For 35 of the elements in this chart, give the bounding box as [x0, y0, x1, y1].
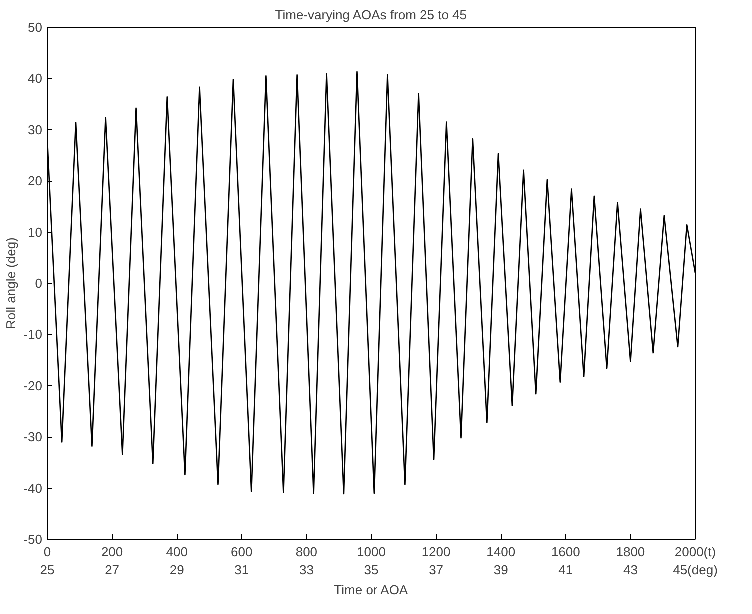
y-tick-label: -10 [24, 327, 43, 342]
x2-tick-label: 45(deg) [673, 562, 718, 578]
y-tick-label: 30 [28, 122, 43, 138]
x-tick-label: 800 [296, 544, 318, 560]
x-tick-label: 1200 [422, 544, 451, 560]
y-tick-label: 40 [28, 71, 43, 86]
y-tick-label: -20 [24, 378, 43, 394]
x-tick-label: 1800 [616, 544, 646, 560]
x2-tick-label: 31 [234, 562, 250, 578]
y-tick-label: -50 [24, 532, 43, 547]
x-tick-label: 400 [166, 544, 188, 560]
y-tick-label: 50 [28, 20, 43, 35]
x-tick-label: 1600 [551, 544, 580, 560]
x2-tick-label: 27 [105, 562, 120, 578]
y-tick-label: 0 [35, 276, 43, 291]
y-tick-label: 20 [28, 174, 43, 189]
x2-tick-label: 37 [429, 562, 444, 578]
x2-tick-label: 25 [40, 562, 55, 578]
x2-tick-label: 39 [494, 562, 508, 578]
y-axis-title: Roll angle (deg) [4, 238, 19, 330]
x2-tick-label: 43 [623, 562, 638, 578]
x2-tick-label: 29 [170, 562, 184, 578]
x2-tick-label: 41 [558, 562, 574, 578]
x2-tick-label: 33 [299, 562, 314, 578]
y-tick-label: -30 [24, 430, 43, 445]
x-axis-title: Time or AOA [334, 582, 408, 598]
x-tick-label: 600 [231, 544, 253, 560]
x-tick-label: 200 [101, 544, 124, 560]
y-tick-label: 10 [28, 224, 43, 240]
x-tick-label: 1000 [357, 544, 386, 560]
x-tick-label: 2000(t) [674, 544, 716, 560]
chart-title: Time-varying AOAs from 25 to 45 [275, 8, 467, 22]
y-tick-label: -40 [24, 480, 43, 496]
x-tick-label: 1400 [486, 544, 516, 560]
x2-tick-label: 35 [364, 562, 379, 578]
